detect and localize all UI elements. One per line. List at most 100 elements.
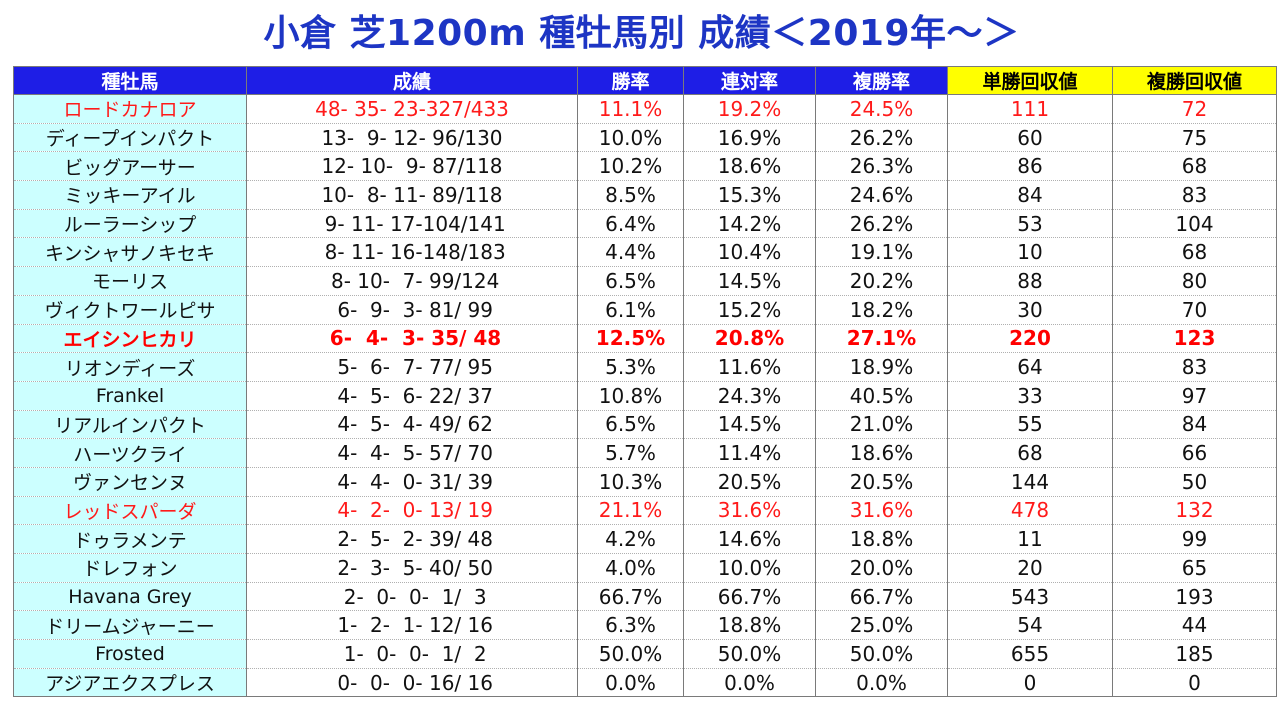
win-rate-cell: 4.2%: [577, 524, 684, 554]
win-return-cell: 655: [947, 639, 1113, 669]
show-rate-cell: 19.1%: [815, 237, 948, 268]
win-return-cell: 54: [947, 610, 1113, 641]
win-return-cell: 30: [947, 295, 1113, 325]
page-title: 小倉 芝1200m 種牡馬別 成績＜2019年～＞: [263, 13, 1020, 54]
quinella-rate-cell: 16.9%: [683, 123, 816, 153]
win-return-cell: 478: [947, 496, 1113, 526]
win-rate-cell: 6.1%: [577, 295, 684, 325]
quinella-rate-cell: 31.6%: [683, 496, 816, 526]
record-cell: 8- 11- 16-148/183: [246, 237, 578, 268]
table-row: ドレフォン 2- 3- 5- 40/ 50 4.0% 10.0% 20.0% 20 65: [13, 553, 1277, 583]
sire-name-cell: ロードカナロア: [13, 94, 247, 124]
table-row: ディープインパクト 13- 9- 12- 96/130 10.0% 16.9% 26.2…: [13, 123, 1277, 153]
record-cell: 48- 35- 23-327/433: [246, 94, 578, 124]
show-rate-cell: 31.6%: [815, 496, 948, 526]
record-cell: 6- 4- 3- 35/ 48: [246, 324, 578, 354]
win-rate-cell: 12.5%: [577, 324, 684, 354]
win-return-cell: 11: [947, 524, 1113, 554]
show-rate-cell: 26.2%: [815, 209, 948, 239]
quinella-rate-cell: 19.2%: [683, 94, 816, 124]
show-return-cell: 0: [1112, 668, 1277, 698]
table-row: ハーツクライ 4- 4- 5- 57/ 70 5.7% 11.4% 18.6% 68 66: [13, 438, 1277, 468]
show-return-cell: 65: [1112, 553, 1277, 583]
win-rate-cell: 4.0%: [577, 553, 684, 583]
win-return-cell: 84: [947, 180, 1113, 210]
show-rate-cell: 18.2%: [815, 295, 948, 325]
show-return-cell: 50: [1112, 467, 1277, 497]
table-row: ビッグアーサー 12- 10- 9- 87/118 10.2% 18.6% 26.3% 8…: [13, 151, 1277, 182]
table-row: ドゥラメンテ 2- 5- 2- 39/ 48 4.2% 14.6% 18.8% 11 99: [13, 524, 1277, 554]
show-rate-cell: 66.7%: [815, 582, 948, 612]
quinella-rate-cell: 14.5%: [683, 266, 816, 296]
sire-name-cell: ディープインパクト: [13, 123, 247, 153]
show-return-cell: 104: [1112, 209, 1277, 239]
show-rate-cell: 24.6%: [815, 180, 948, 210]
header-win-rate: 勝率: [577, 66, 684, 95]
sire-name-cell: ハーツクライ: [13, 438, 247, 468]
show-return-cell: 84: [1112, 410, 1277, 440]
sire-name-cell: ビッグアーサー: [13, 151, 247, 182]
header-show-return: 複勝回収値: [1112, 66, 1277, 95]
table-row: Frosted 1- 0- 0- 1/ 2 50.0% 50.0% 50.0% 655 1…: [13, 639, 1277, 669]
record-cell: 2- 3- 5- 40/ 50: [246, 553, 578, 583]
table-row: ロードカナロア 48- 35- 23-327/433 11.1% 19.2% 24.5%…: [13, 94, 1277, 124]
table-header-row: 種牡馬 成績 勝率 連対率 複勝率 単勝回収値 複勝回収値: [13, 66, 1277, 95]
win-return-cell: 33: [947, 381, 1113, 411]
record-cell: 13- 9- 12- 96/130: [246, 123, 578, 153]
sire-stats-table: 種牡馬 成績 勝率 連対率 複勝率 単勝回収値 複勝回収値 ロードカナロア 48-…: [13, 66, 1277, 698]
header-show-rate: 複勝率: [815, 66, 948, 95]
record-cell: 9- 11- 17-104/141: [246, 209, 578, 239]
quinella-rate-cell: 20.8%: [683, 324, 816, 354]
table-row: Havana Grey 2- 0- 0- 1/ 3 66.7% 66.7% 66.7%…: [13, 582, 1277, 612]
table-row: アジアエクスプレス 0- 0- 0- 16/ 16 0.0% 0.0% 0.0% 0 0: [13, 668, 1277, 698]
quinella-rate-cell: 15.2%: [683, 295, 816, 325]
show-return-cell: 132: [1112, 496, 1277, 526]
sire-name-cell: リアルインパクト: [13, 410, 247, 440]
quinella-rate-cell: 11.6%: [683, 352, 816, 382]
win-return-cell: 20: [947, 553, 1113, 583]
show-rate-cell: 40.5%: [815, 381, 948, 411]
sire-name-cell: ドリームジャーニー: [13, 610, 247, 641]
record-cell: 6- 9- 3- 81/ 99: [246, 295, 578, 325]
show-return-cell: 66: [1112, 438, 1277, 468]
sire-name-cell: リオンディーズ: [13, 352, 247, 382]
quinella-rate-cell: 20.5%: [683, 467, 816, 497]
record-cell: 4- 5- 4- 49/ 62: [246, 410, 578, 440]
show-return-cell: 185: [1112, 639, 1277, 669]
show-return-cell: 70: [1112, 295, 1277, 325]
table-row: ヴィクトワールピサ 6- 9- 3- 81/ 99 6.1% 15.2% 18.2% 3…: [13, 295, 1277, 325]
sire-name-cell: アジアエクスプレス: [13, 668, 247, 698]
quinella-rate-cell: 10.0%: [683, 553, 816, 583]
show-return-cell: 193: [1112, 582, 1277, 612]
sire-name-cell: モーリス: [13, 266, 247, 296]
quinella-rate-cell: 50.0%: [683, 639, 816, 669]
quinella-rate-cell: 66.7%: [683, 582, 816, 612]
quinella-rate-cell: 10.4%: [683, 237, 816, 268]
show-rate-cell: 21.0%: [815, 410, 948, 440]
show-rate-cell: 20.5%: [815, 467, 948, 497]
record-cell: 2- 5- 2- 39/ 48: [246, 524, 578, 554]
win-rate-cell: 6.3%: [577, 610, 684, 641]
table-row: ルーラーシップ 9- 11- 17-104/141 6.4% 14.2% 26.2% 5…: [13, 209, 1277, 239]
table-row: ドリームジャーニー 1- 2- 1- 12/ 16 6.3% 18.8% 25.0% 5…: [13, 610, 1277, 641]
win-rate-cell: 5.7%: [577, 438, 684, 468]
sire-name-cell: ミッキーアイル: [13, 180, 247, 210]
win-rate-cell: 5.3%: [577, 352, 684, 382]
sire-name-cell: キンシャサノキセキ: [13, 237, 247, 268]
record-cell: 1- 0- 0- 1/ 2: [246, 639, 578, 669]
show-return-cell: 99: [1112, 524, 1277, 554]
win-rate-cell: 6.4%: [577, 209, 684, 239]
record-cell: 8- 10- 7- 99/124: [246, 266, 578, 296]
show-rate-cell: 18.9%: [815, 352, 948, 382]
table-row: モーリス 8- 10- 7- 99/124 6.5% 14.5% 20.2% 88 80: [13, 266, 1277, 296]
quinella-rate-cell: 18.8%: [683, 610, 816, 641]
record-cell: 4- 4- 5- 57/ 70: [246, 438, 578, 468]
sire-name-cell: Havana Grey: [13, 582, 247, 612]
win-return-cell: 55: [947, 410, 1113, 440]
win-return-cell: 10: [947, 237, 1113, 268]
quinella-rate-cell: 14.5%: [683, 410, 816, 440]
win-return-cell: 144: [947, 467, 1113, 497]
show-rate-cell: 0.0%: [815, 668, 948, 698]
table-row: エイシンヒカリ 6- 4- 3- 35/ 48 12.5% 20.8% 27.1% 22…: [13, 324, 1277, 354]
header-record: 成績: [246, 66, 578, 95]
